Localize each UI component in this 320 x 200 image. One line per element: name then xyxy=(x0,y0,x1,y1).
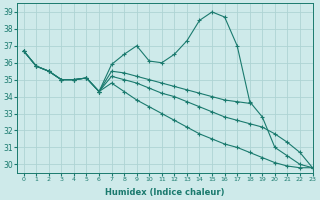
X-axis label: Humidex (Indice chaleur): Humidex (Indice chaleur) xyxy=(105,188,225,197)
